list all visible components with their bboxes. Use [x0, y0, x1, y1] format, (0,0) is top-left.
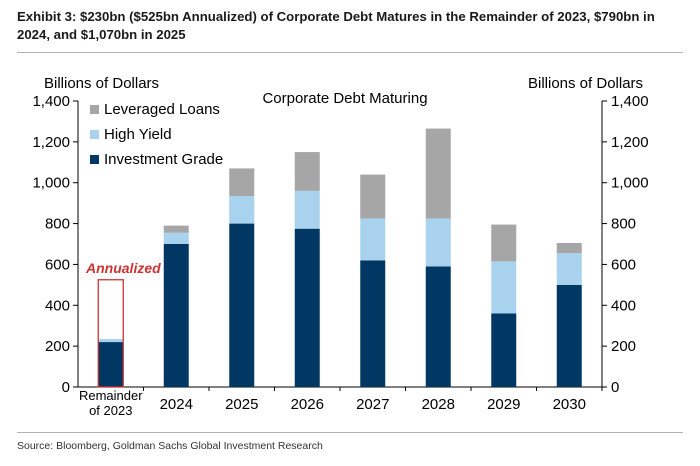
left-y-tick-label: 200 [45, 338, 70, 355]
x-tick-label: 2030 [553, 396, 586, 413]
bar-high-yield [360, 218, 386, 261]
left-y-tick-label: 400 [45, 297, 70, 314]
bar-leveraged-loans [163, 225, 189, 233]
right-y-axis-title: Billions of Dollars [528, 75, 643, 92]
x-tick-label: of 2023 [89, 403, 132, 418]
left-y-axis-title: Billions of Dollars [44, 75, 159, 92]
bar-high-yield [163, 232, 189, 244]
right-y-tick-label: 600 [611, 256, 636, 273]
bar-leveraged-loans [491, 224, 517, 262]
left-y-tick-label: 1,200 [32, 134, 70, 151]
bar-high-yield [229, 195, 255, 224]
title-divider [17, 52, 683, 53]
left-y-tick-label: 0 [62, 379, 70, 396]
bar-investment-grade [229, 223, 255, 387]
annualized-label: Annualized [85, 260, 161, 276]
right-y-tick-label: 800 [611, 216, 636, 233]
source-note: Source: Bloomberg, Goldman Sachs Global … [17, 440, 323, 452]
right-y-tick-label: 1,200 [611, 134, 649, 151]
bar-investment-grade [163, 244, 189, 387]
bar-investment-grade [556, 284, 582, 387]
right-y-tick-label: 0 [611, 379, 619, 396]
x-tick-label: 2028 [422, 396, 455, 413]
x-tick-label: Remainder [79, 388, 143, 403]
bar-investment-grade [294, 228, 320, 387]
x-tick-label: 2025 [225, 396, 258, 413]
bar-leveraged-loans [425, 128, 451, 219]
bar-high-yield [425, 218, 451, 267]
bar-leveraged-loans [229, 168, 255, 196]
legend-label: Investment Grade [104, 151, 223, 168]
bar-investment-grade [491, 313, 517, 387]
right-y-tick-label: 1,000 [611, 175, 649, 192]
x-tick-label: 2027 [356, 396, 389, 413]
bar-investment-grade [98, 342, 124, 387]
chart-title: Corporate Debt Maturing [262, 90, 427, 107]
bar-high-yield [491, 261, 517, 314]
exhibit-title: Exhibit 3: $230bn ($525bn Annualized) of… [17, 9, 655, 42]
left-y-tick-label: 1,000 [32, 175, 70, 192]
source-divider [17, 432, 683, 433]
bar-high-yield [98, 338, 124, 343]
right-y-tick-label: 1,400 [611, 93, 649, 110]
corporate-debt-chart: 0 0 200 200 400 400 600 600 800 800 1,000 1,000 1,20… [32, 75, 649, 418]
legend-label: High Yield [104, 126, 172, 143]
legend-swatch-high-yield [90, 130, 99, 139]
bar-high-yield [556, 253, 582, 285]
left-y-tick-label: 800 [45, 216, 70, 233]
annualized-outline [97, 279, 124, 388]
x-tick-label: 2029 [487, 396, 520, 413]
bar-high-yield [294, 190, 320, 229]
legend-label: Leveraged Loans [104, 101, 220, 118]
bar-investment-grade [425, 266, 451, 387]
right-y-tick-label: 400 [611, 297, 636, 314]
bar-investment-grade [360, 260, 386, 387]
left-y-tick-label: 1,400 [32, 93, 70, 110]
left-y-tick-label: 600 [45, 256, 70, 273]
x-tick-label: 2024 [160, 396, 193, 413]
right-y-tick-label: 200 [611, 338, 636, 355]
bar-leveraged-loans [556, 242, 582, 254]
bar-leveraged-loans [294, 152, 320, 191]
x-tick-label: 2026 [291, 396, 324, 413]
bar-leveraged-loans [360, 174, 386, 219]
legend-swatch-leveraged-loans [90, 105, 99, 114]
legend-swatch-investment-grade [90, 155, 99, 164]
